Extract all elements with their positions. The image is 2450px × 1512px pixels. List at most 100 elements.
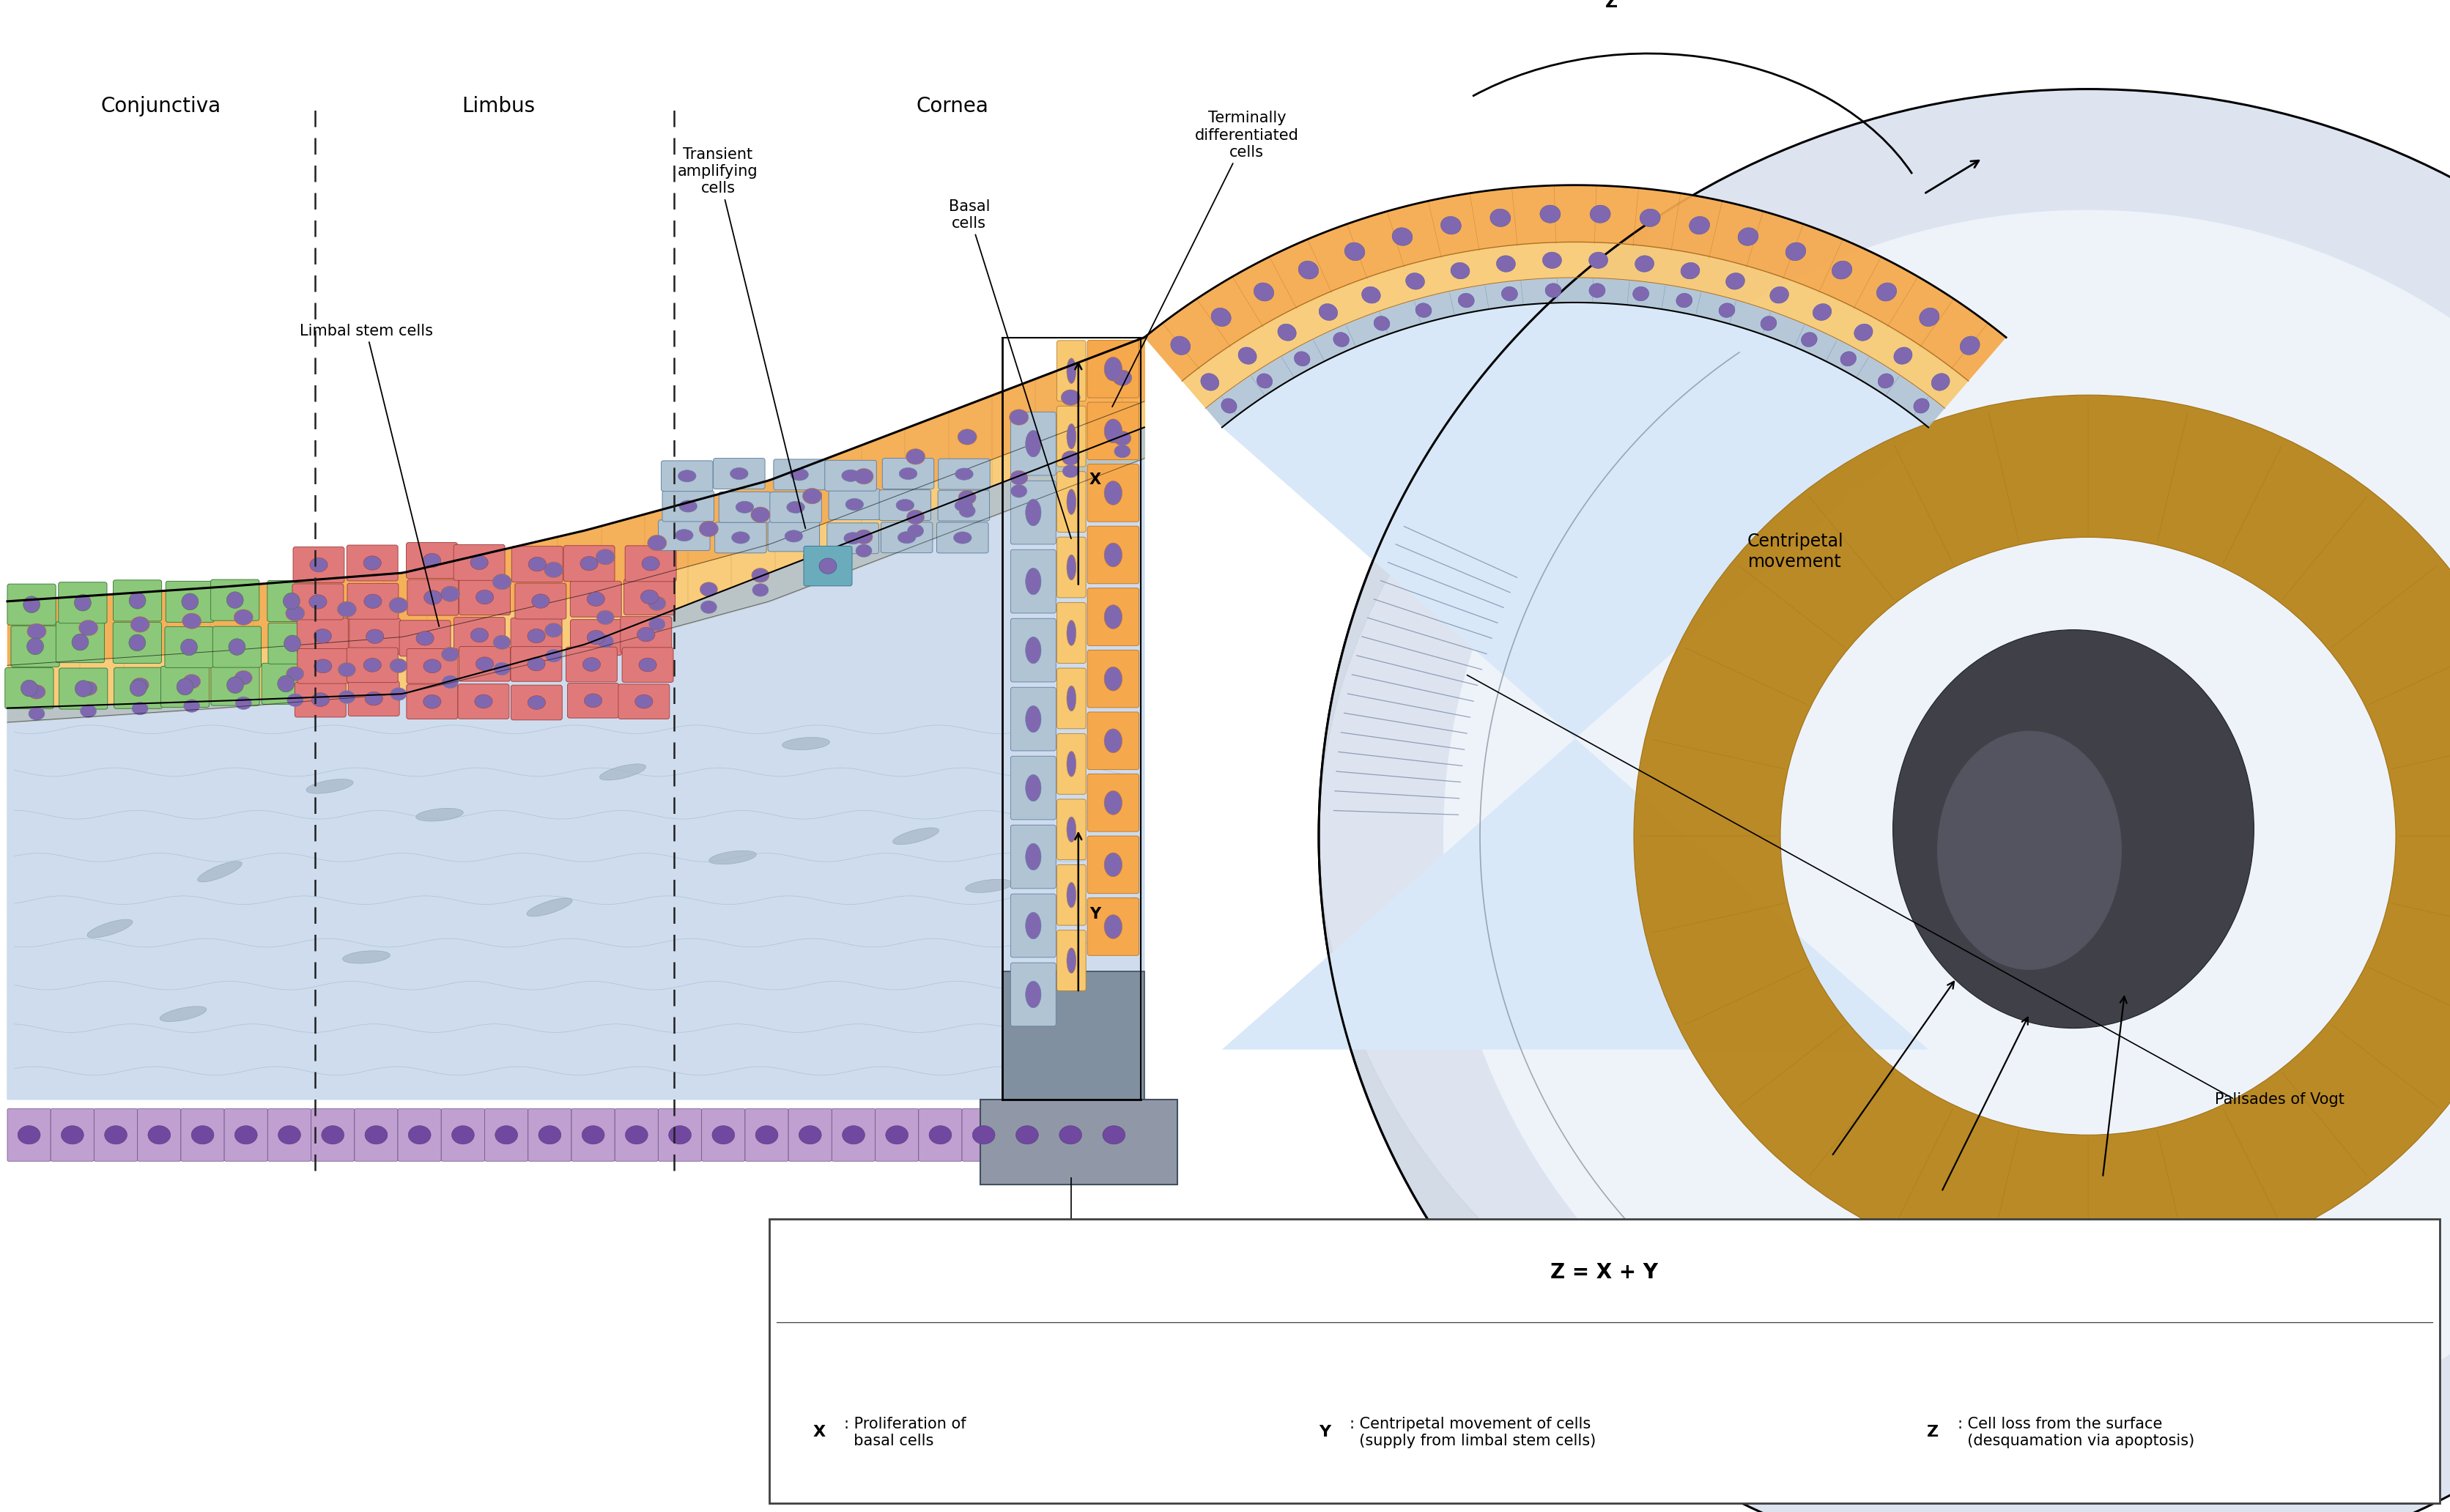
Ellipse shape [1027,637,1041,664]
FancyBboxPatch shape [7,1108,51,1161]
FancyBboxPatch shape [662,461,713,491]
FancyBboxPatch shape [458,647,510,682]
Text: : Cell loss from the surface
  (desquamation via apoptosis): : Cell loss from the surface (desquamati… [1958,1417,2195,1448]
Ellipse shape [1541,206,1561,222]
Ellipse shape [958,490,975,505]
Ellipse shape [311,692,328,706]
Text: Transient
amplifying
cells: Transient amplifying cells [679,147,806,529]
FancyBboxPatch shape [355,1108,397,1161]
Ellipse shape [1105,481,1122,505]
Ellipse shape [730,467,747,479]
Ellipse shape [309,558,328,572]
FancyBboxPatch shape [211,664,260,706]
Ellipse shape [1066,686,1076,711]
Ellipse shape [235,671,252,685]
Text: Limbal stem cells: Limbal stem cells [299,324,439,626]
Ellipse shape [1105,729,1122,753]
Ellipse shape [1855,324,1872,340]
Ellipse shape [1362,287,1379,304]
Ellipse shape [424,694,441,709]
Ellipse shape [1066,358,1076,384]
Text: Z: Z [1926,1424,1938,1439]
Ellipse shape [475,590,492,605]
FancyBboxPatch shape [267,581,316,621]
Ellipse shape [228,638,245,655]
Ellipse shape [1105,667,1122,691]
Ellipse shape [1027,912,1041,939]
Ellipse shape [61,1125,83,1145]
FancyBboxPatch shape [348,584,399,620]
Ellipse shape [235,697,252,709]
Ellipse shape [701,600,718,614]
Ellipse shape [755,1125,779,1145]
FancyBboxPatch shape [93,1108,137,1161]
Ellipse shape [647,535,666,550]
Ellipse shape [1102,1125,1125,1145]
FancyBboxPatch shape [882,522,933,553]
Ellipse shape [1497,256,1517,272]
Ellipse shape [181,593,198,609]
Ellipse shape [1009,410,1029,425]
Ellipse shape [679,470,696,482]
Ellipse shape [804,564,821,578]
Ellipse shape [546,649,561,662]
Ellipse shape [1115,431,1132,446]
FancyBboxPatch shape [566,647,617,682]
Ellipse shape [1392,228,1414,245]
FancyBboxPatch shape [919,1108,963,1161]
Text: Palisades of Vogt: Palisades of Vogt [2215,1092,2345,1107]
FancyBboxPatch shape [713,458,764,488]
Ellipse shape [1066,423,1076,449]
Ellipse shape [1688,216,1710,234]
Ellipse shape [424,553,441,567]
Ellipse shape [1913,399,1928,413]
FancyBboxPatch shape [59,668,108,709]
Ellipse shape [588,631,605,644]
FancyBboxPatch shape [701,1108,745,1161]
Ellipse shape [29,708,44,720]
Ellipse shape [1502,287,1517,301]
Ellipse shape [130,635,145,652]
Ellipse shape [583,694,603,708]
FancyBboxPatch shape [5,668,54,709]
Ellipse shape [277,676,294,692]
Ellipse shape [1441,216,1460,234]
Text: : Proliferation of
  basal cells: : Proliferation of basal cells [843,1417,965,1448]
FancyBboxPatch shape [1088,588,1139,646]
Ellipse shape [843,532,862,544]
FancyBboxPatch shape [1009,411,1056,475]
Circle shape [1443,210,2450,1462]
FancyBboxPatch shape [1004,1108,1049,1161]
Ellipse shape [581,556,598,570]
Ellipse shape [1681,263,1700,280]
FancyBboxPatch shape [774,460,826,490]
Ellipse shape [22,680,37,697]
FancyBboxPatch shape [267,623,316,664]
Ellipse shape [279,1125,301,1145]
FancyBboxPatch shape [833,1108,875,1161]
FancyBboxPatch shape [296,618,348,653]
Ellipse shape [713,1125,735,1145]
Ellipse shape [492,635,510,649]
Ellipse shape [595,611,615,624]
Ellipse shape [649,596,666,611]
FancyBboxPatch shape [1009,756,1056,820]
Ellipse shape [88,919,132,937]
Ellipse shape [1063,464,1078,478]
FancyBboxPatch shape [625,546,676,582]
Ellipse shape [1737,228,1759,245]
Ellipse shape [306,779,353,794]
FancyBboxPatch shape [571,1108,615,1161]
Text: Z = X + Y: Z = X + Y [1551,1263,1659,1282]
Ellipse shape [598,635,612,647]
Ellipse shape [635,694,652,709]
Ellipse shape [529,556,546,572]
FancyBboxPatch shape [1093,1108,1134,1161]
FancyBboxPatch shape [1056,407,1085,467]
Ellipse shape [544,623,564,638]
Ellipse shape [225,591,243,608]
Ellipse shape [843,1125,865,1145]
FancyBboxPatch shape [292,584,343,620]
FancyBboxPatch shape [453,617,505,653]
Ellipse shape [1105,791,1122,815]
